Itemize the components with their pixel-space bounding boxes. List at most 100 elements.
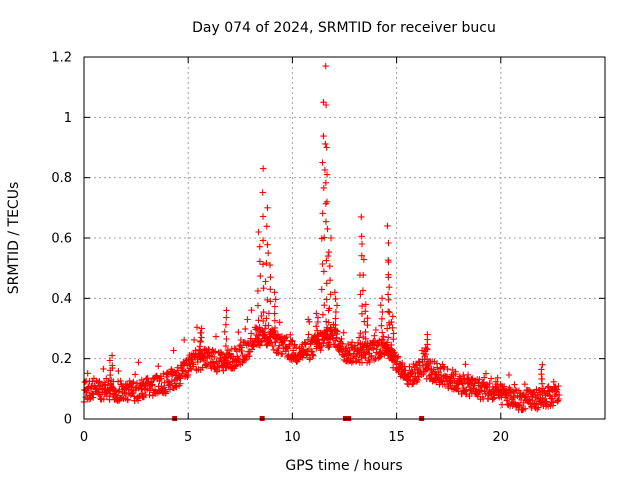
data-point: [371, 332, 378, 339]
data-point: [385, 308, 392, 315]
data-point: [385, 296, 392, 303]
data-point: [360, 256, 368, 263]
data-point: [267, 298, 274, 305]
data-point: [283, 333, 290, 341]
data-point: [186, 360, 193, 368]
data-point: [212, 348, 219, 355]
grid-lines: [84, 57, 605, 419]
data-point: [482, 370, 490, 377]
data-point: [359, 287, 367, 294]
data-point: [358, 252, 365, 259]
data-point: [259, 237, 267, 244]
data-point: [487, 375, 495, 382]
data-point: [327, 234, 335, 242]
data-point: [321, 234, 328, 241]
data-point: [494, 374, 501, 381]
data-point: [476, 376, 483, 383]
data-point: [327, 291, 334, 298]
data-point: [170, 347, 177, 354]
data-point: [466, 392, 473, 400]
data-point: [209, 359, 217, 366]
data-point: [385, 271, 392, 278]
data-point: [310, 352, 317, 359]
data-point: [262, 278, 269, 285]
data-point: [539, 361, 546, 368]
data-point: [222, 357, 230, 364]
data-point: [258, 312, 265, 320]
data-point: [100, 365, 107, 373]
data-point: [265, 249, 272, 257]
data-point: [257, 272, 264, 280]
data-point: [423, 360, 430, 368]
data-point: [389, 347, 396, 354]
data-point: [238, 347, 246, 355]
data-point: [322, 331, 329, 338]
x-tick-label: 0: [80, 430, 88, 445]
data-point: [198, 352, 205, 359]
y-axis-label: SRMTID / TECUs: [6, 182, 22, 295]
data-point: [256, 243, 263, 250]
data-point: [386, 284, 393, 291]
data-point: [386, 309, 393, 316]
data-point: [339, 340, 346, 348]
data-point: [362, 349, 370, 356]
data-point: [107, 376, 115, 384]
data-point: [177, 380, 184, 387]
data-point: [259, 261, 267, 268]
data-point: [260, 165, 267, 172]
data-point: [262, 333, 269, 340]
data-point: [503, 392, 510, 399]
data-point: [264, 241, 271, 248]
data-point: [332, 321, 339, 329]
data-point: [378, 322, 385, 329]
data-point: [343, 345, 350, 352]
data-point: [424, 356, 431, 363]
data-point: [265, 310, 273, 317]
data-point: [177, 375, 184, 382]
data-point: [197, 356, 204, 363]
data-point: [168, 378, 175, 385]
y-tick-label: 1: [64, 111, 72, 126]
data-point: [526, 387, 533, 394]
data-point: [96, 378, 103, 385]
data-point: [498, 401, 506, 408]
data-point: [84, 370, 91, 377]
data-point: [254, 335, 261, 342]
data-point: [555, 382, 562, 390]
data-point: [348, 339, 356, 346]
data-point: [370, 356, 378, 364]
data-point: [106, 357, 114, 364]
data-point: [355, 356, 362, 363]
data-point: [368, 352, 375, 359]
data-point: [322, 140, 329, 148]
data-point: [255, 228, 262, 236]
data-point: [406, 363, 413, 370]
data-point: [190, 336, 198, 344]
data-point: [378, 295, 386, 302]
data-point: [319, 159, 326, 166]
data-point: [464, 371, 472, 378]
data-point: [333, 302, 341, 309]
data-point: [271, 289, 278, 296]
data-point: [378, 315, 386, 322]
y-tick-label: 0.4: [51, 292, 72, 307]
data-point: [267, 334, 274, 341]
data-point: [323, 144, 330, 151]
data-point: [242, 325, 249, 333]
data-point: [422, 351, 429, 358]
data-point: [379, 308, 386, 316]
data-point: [422, 365, 429, 373]
data-point: [553, 386, 561, 393]
data-point: [323, 334, 330, 341]
data-point: [269, 342, 276, 350]
axis-ticks: 0 0.2 0.4 0.6 0.8 1 1.2 0 5 10 15 20: [51, 51, 605, 445]
data-point: [454, 385, 461, 392]
data-point: [313, 323, 320, 330]
data-point: [260, 308, 267, 316]
data-point: [407, 376, 414, 383]
data-point: [389, 324, 396, 331]
data-point: [385, 346, 392, 354]
data-point: [423, 346, 430, 353]
data-point: [117, 377, 124, 385]
data-point: [529, 397, 536, 404]
